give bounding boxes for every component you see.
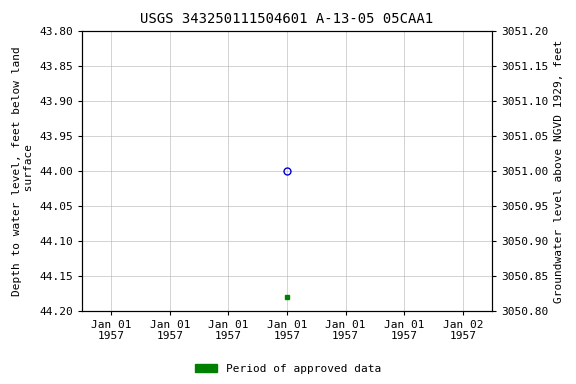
Y-axis label: Depth to water level, feet below land
 surface: Depth to water level, feet below land su… [12,46,33,296]
Legend: Period of approved data: Period of approved data [191,359,385,379]
Title: USGS 343250111504601 A-13-05 05CAA1: USGS 343250111504601 A-13-05 05CAA1 [141,12,434,26]
Y-axis label: Groundwater level above NGVD 1929, feet: Groundwater level above NGVD 1929, feet [554,40,564,303]
